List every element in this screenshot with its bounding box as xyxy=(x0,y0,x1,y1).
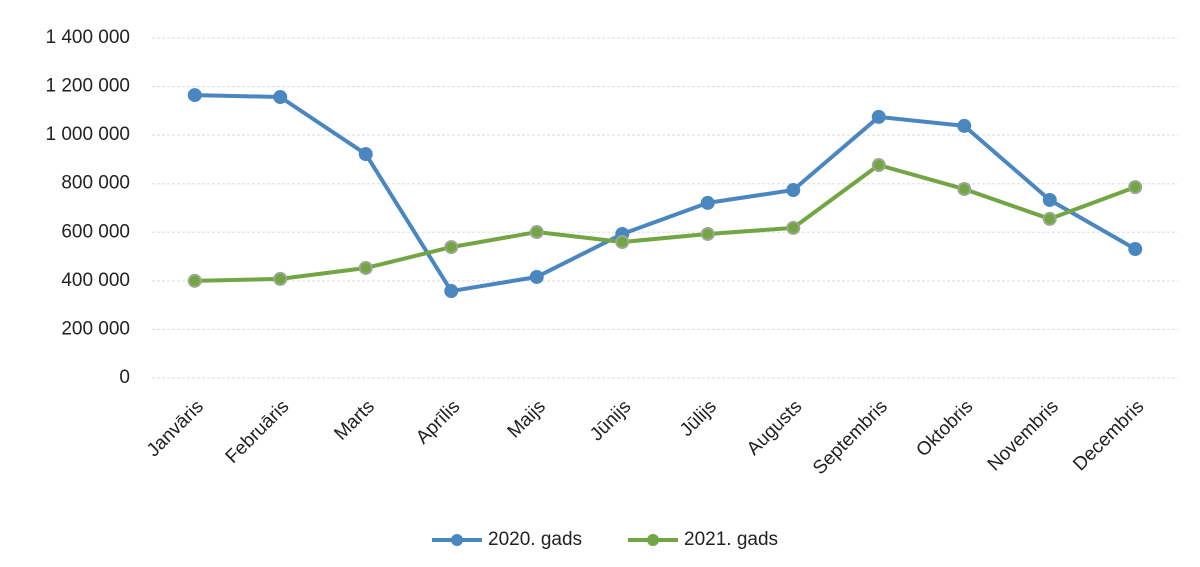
point xyxy=(1128,180,1143,195)
point xyxy=(187,273,202,288)
point xyxy=(700,226,715,241)
x-tick-label: Aprīlis xyxy=(412,396,464,448)
point xyxy=(273,90,288,105)
point xyxy=(957,182,972,197)
point xyxy=(871,109,886,124)
y-tick-label: 600 000 xyxy=(61,221,130,242)
y-tick-label: 800 000 xyxy=(61,173,130,194)
point xyxy=(273,271,288,286)
point xyxy=(786,220,801,235)
point xyxy=(529,225,544,240)
x-tick-label: Jūnijs xyxy=(586,396,635,445)
point xyxy=(444,240,459,255)
x-tick-label: Septembris xyxy=(809,396,892,479)
point xyxy=(358,260,373,275)
series-line xyxy=(194,93,1137,294)
legend-marker xyxy=(647,534,659,546)
x-tick-label: Februāris xyxy=(222,396,294,468)
x-tick-label: Jūlijs xyxy=(676,396,721,441)
legend-marker xyxy=(451,534,463,546)
point xyxy=(1128,242,1143,257)
point xyxy=(1042,192,1057,207)
point xyxy=(1042,211,1057,226)
x-tick-label: Maijs xyxy=(504,396,550,442)
x-tick-label: Novembris xyxy=(984,396,1063,475)
point xyxy=(957,118,972,133)
y-tick-label: 400 000 xyxy=(61,270,130,291)
y-tick-label: 1 400 000 xyxy=(45,27,130,48)
point xyxy=(444,284,459,299)
x-tick-label: Janvāris xyxy=(143,396,208,461)
x-tick-label: Oktobris xyxy=(912,396,977,461)
point xyxy=(615,235,630,249)
point xyxy=(358,147,373,162)
x-tick-label: Augusts xyxy=(743,396,806,459)
y-tick-label: 1 000 000 xyxy=(45,124,130,145)
y-tick-label: 1 200 000 xyxy=(45,76,130,97)
point xyxy=(700,195,715,210)
point xyxy=(529,269,544,284)
point xyxy=(871,158,886,173)
y-tick-label: 0 xyxy=(119,367,130,388)
y-tick-label: 200 000 xyxy=(61,318,130,339)
x-tick-label: Marts xyxy=(330,396,378,444)
point xyxy=(786,183,801,198)
series-line xyxy=(194,163,1136,283)
legend-label: 2021. gads xyxy=(684,529,778,550)
legend-label: 2020. gads xyxy=(488,529,582,550)
point xyxy=(187,88,202,103)
x-tick-label: Decembris xyxy=(1069,396,1148,475)
